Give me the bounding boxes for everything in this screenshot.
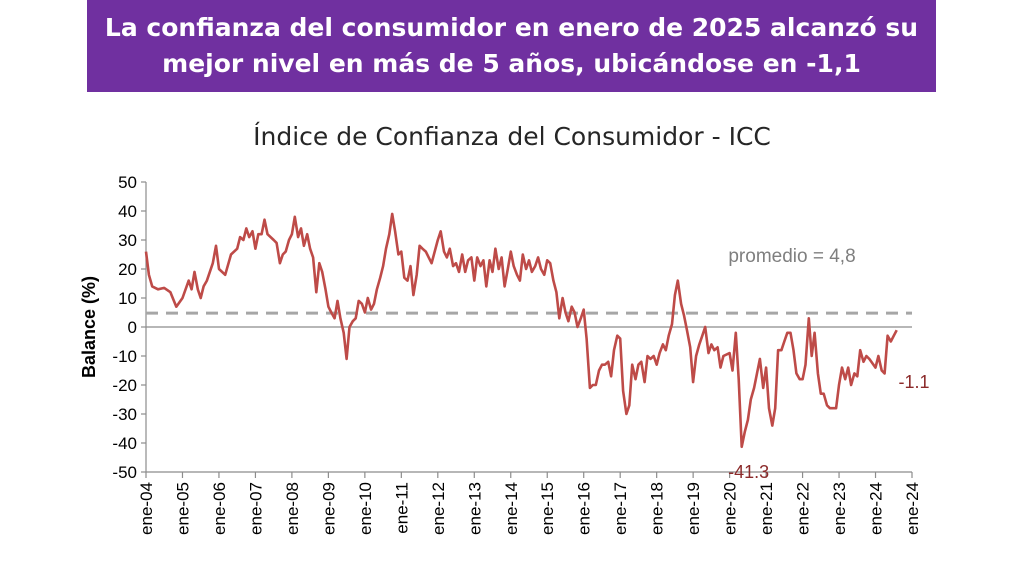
average-label: promedio = 4,8 — [728, 246, 855, 267]
x-tick-label: ene-08 — [283, 482, 302, 535]
x-tick-label: ene-19 — [684, 482, 703, 535]
x-tick-label: ene-12 — [429, 482, 448, 535]
y-axis-label: Balance (%) — [79, 276, 99, 378]
x-tick-label: ene-21 — [757, 482, 776, 535]
series-line — [144, 212, 898, 449]
x-tick-label: ene-18 — [648, 482, 667, 535]
headline-line-2: mejor nivel en más de 5 años, ubicándose… — [162, 49, 861, 78]
y-tick-label: -30 — [112, 405, 137, 424]
x-tick-label: ene-06 — [210, 482, 229, 535]
y-tick-label: 0 — [128, 318, 137, 337]
series-layer — [144, 212, 898, 449]
x-tick-label: ene-17 — [611, 482, 630, 535]
y-tick-label: 30 — [118, 231, 137, 250]
y-tick-label: -50 — [112, 463, 137, 482]
headline-line-1: La confianza del consumidor en enero de … — [104, 13, 919, 42]
x-tick-label: ene-15 — [538, 482, 557, 535]
annotation-latest-label: -1.1 — [898, 372, 929, 392]
x-tick-label: ene-14 — [502, 482, 521, 535]
y-tick-label: 20 — [118, 260, 137, 279]
label-layer: -41.3 -1.1 — [728, 372, 929, 482]
x-tick-label: ene-04 — [137, 482, 156, 535]
x-tick-label: ene-20 — [721, 482, 740, 535]
x-tick-label: ene-24 — [903, 482, 922, 535]
x-tick-label: ene-09 — [319, 482, 338, 535]
y-tick-label: -40 — [112, 434, 137, 453]
x-tick-label: ene-24 — [867, 482, 886, 535]
x-tick-label: ene-16 — [575, 482, 594, 535]
x-tick-label: ene-13 — [465, 482, 484, 535]
y-tick-label: -10 — [112, 347, 137, 366]
y-tick-label: -20 — [112, 376, 137, 395]
x-tick-label: ene-05 — [173, 482, 192, 535]
x-tick-label: ene-23 — [830, 482, 849, 535]
x-tick-label: ene-22 — [794, 482, 813, 535]
headline-banner: La confianza del consumidor en enero de … — [87, 0, 936, 92]
chart-title: Índice de Confianza del Consumidor - ICC — [253, 122, 771, 151]
y-tick-label: 40 — [118, 202, 137, 221]
y-tick-label: 10 — [118, 289, 137, 308]
x-tick-label: ene-11 — [392, 482, 411, 534]
annotation-min-label: -41.3 — [728, 462, 769, 482]
x-tick-label: ene-07 — [246, 482, 265, 535]
y-tick-label: 50 — [118, 173, 137, 192]
average-layer: promedio = 4,8 — [146, 246, 912, 315]
x-tick-label: ene-10 — [356, 482, 375, 535]
